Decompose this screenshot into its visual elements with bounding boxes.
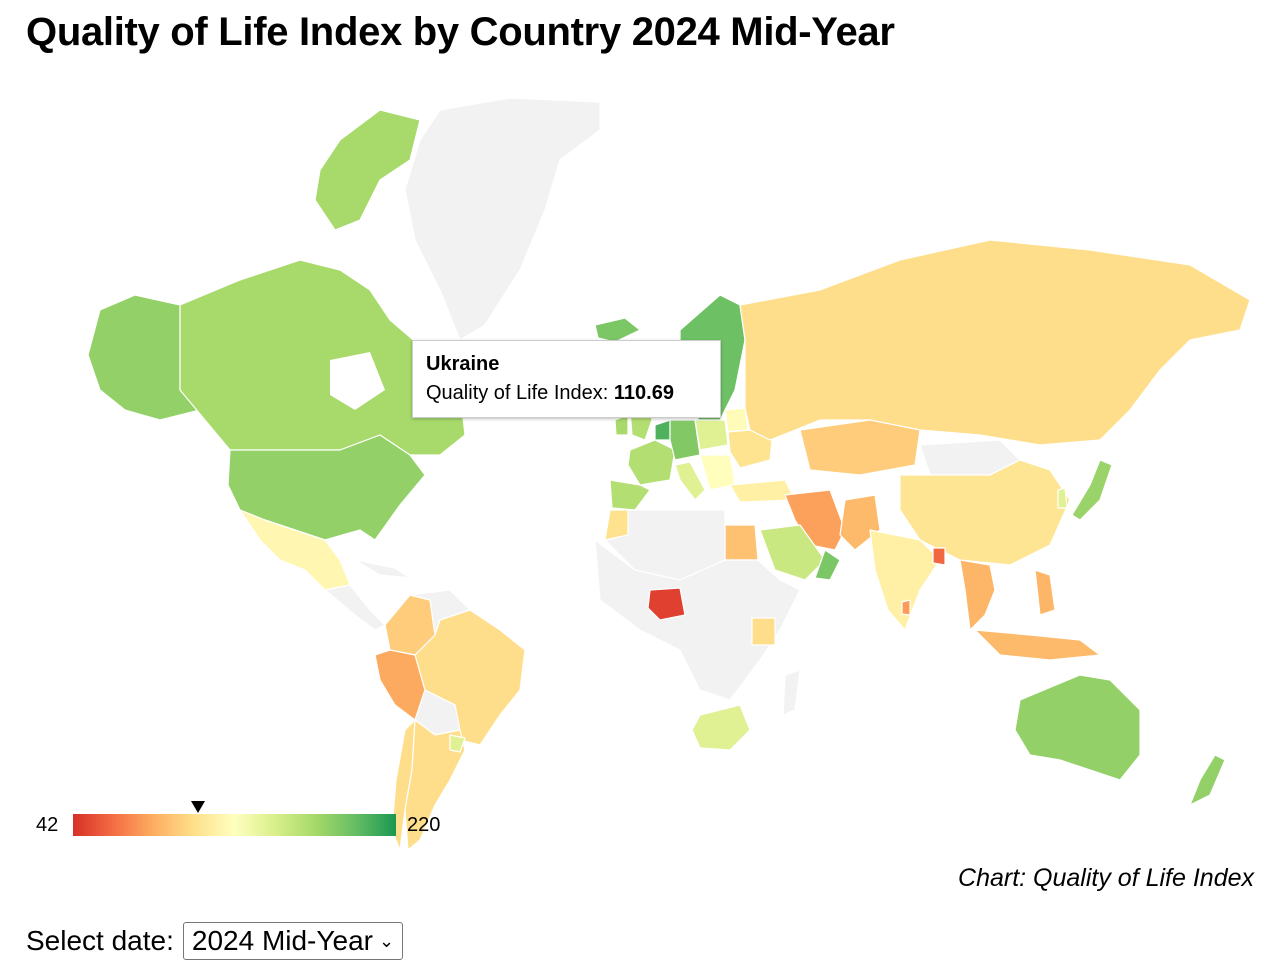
- country-ireland[interactable]: [614, 414, 629, 436]
- country-indonesia[interactable]: [974, 629, 1101, 661]
- country-australia[interactable]: [1014, 674, 1141, 781]
- hover-tooltip: Ukraine Quality of Life Index: 110.69: [412, 340, 721, 418]
- country-kenya[interactable]: [751, 617, 776, 646]
- country-uruguay[interactable]: [449, 734, 466, 753]
- country-italy[interactable]: [674, 461, 706, 501]
- country-oman[interactable]: [814, 549, 841, 581]
- country-canada-islands[interactable]: [314, 109, 421, 231]
- country-india[interactable]: [869, 529, 941, 631]
- country-cuba[interactable]: [354, 559, 411, 579]
- country-netherlands[interactable]: [654, 419, 671, 441]
- country-egypt[interactable]: [724, 524, 759, 561]
- country-kazakhstan[interactable]: [799, 419, 921, 476]
- tooltip-metric-value: 110.69: [613, 382, 674, 404]
- world-map[interactable]: [40, 90, 1260, 860]
- country-belarus[interactable]: [724, 407, 749, 433]
- color-legend: 42 220: [36, 800, 456, 840]
- chart-title: Quality of Life Index by Country 2024 Mi…: [26, 10, 895, 54]
- country-saudi-arabia[interactable]: [759, 524, 826, 581]
- country-poland[interactable]: [694, 419, 729, 451]
- country-south-africa[interactable]: [691, 704, 751, 751]
- country-japan[interactable]: [1071, 459, 1113, 521]
- country-bangladesh[interactable]: [932, 547, 946, 566]
- country-madagascar[interactable]: [782, 669, 801, 716]
- country-iceland[interactable]: [594, 317, 641, 343]
- tooltip-metric-label: Quality of Life Index:: [426, 382, 609, 404]
- country-germany[interactable]: [669, 419, 701, 461]
- country-south-korea[interactable]: [1057, 487, 1068, 509]
- country-canada[interactable]: [179, 259, 466, 456]
- country-nigeria[interactable]: [647, 587, 686, 621]
- country-iran[interactable]: [784, 489, 846, 551]
- chart-source: Chart: Quality of Life Index: [958, 864, 1254, 892]
- country-turkey[interactable]: [729, 479, 796, 503]
- legend-min-label: 42: [36, 814, 59, 836]
- date-selector-label: Select date:: [26, 925, 174, 956]
- country-argentina[interactable]: [404, 719, 466, 851]
- country-new-zealand[interactable]: [1189, 754, 1226, 806]
- country-iberia[interactable]: [609, 479, 651, 511]
- country-pakistan[interactable]: [839, 494, 881, 551]
- country-russia[interactable]: [739, 239, 1251, 446]
- country-philippines[interactable]: [1034, 569, 1056, 616]
- country-alaska[interactable]: [87, 294, 201, 421]
- tooltip-country-name: Ukraine: [426, 353, 500, 375]
- country-central-africa[interactable]: [594, 539, 801, 701]
- hudson-bay: [330, 352, 385, 410]
- legend-gradient-bar: [73, 801, 396, 836]
- country-france[interactable]: [627, 439, 676, 486]
- country-southeast-asia[interactable]: [959, 559, 996, 631]
- date-select-dropdown[interactable]: 2024 Mid-Year ⌄: [182, 922, 404, 960]
- legend-max-label: 220: [407, 814, 441, 836]
- tooltip-value-line: Quality of Life Index: 110.69: [426, 382, 707, 405]
- country-china[interactable]: [899, 459, 1071, 566]
- chevron-down-icon: ⌄: [378, 930, 395, 951]
- country-central-america[interactable]: [324, 584, 386, 631]
- country-sri-lanka[interactable]: [901, 599, 911, 616]
- map-svg[interactable]: [40, 90, 1260, 860]
- date-select-value: 2024 Mid-Year: [191, 925, 373, 956]
- country-greenland[interactable]: [404, 97, 601, 341]
- legend-value-marker: [190, 801, 205, 813]
- date-selector-row: Select date: 2024 Mid-Year ⌄: [26, 922, 404, 960]
